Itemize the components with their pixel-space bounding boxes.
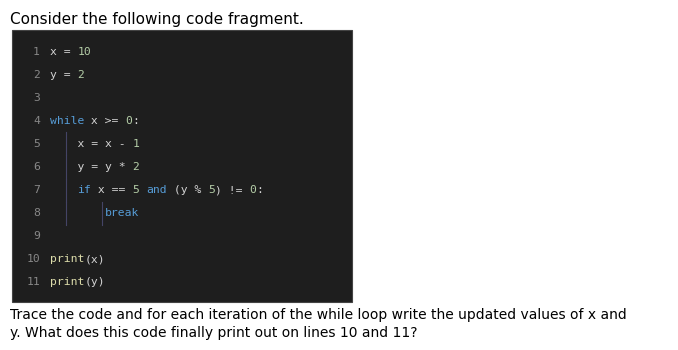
Text: y =: y = [50,70,77,80]
Text: 10: 10 [26,254,40,264]
Text: 3: 3 [33,93,40,103]
Text: 5: 5 [132,185,140,195]
Text: print: print [50,254,84,264]
Text: (y): (y) [84,278,105,287]
Text: 0: 0 [250,185,256,195]
Text: 0: 0 [125,116,132,126]
Text: if: if [77,185,92,195]
Bar [12,30,352,302]
Text: 2: 2 [77,70,84,80]
Text: 10: 10 [77,47,92,57]
Text: Consider the following code fragment.: Consider the following code fragment. [10,12,304,27]
Text: 7: 7 [33,185,40,195]
Text: (x): (x) [84,254,105,264]
Text: 5: 5 [33,139,40,149]
Text: 9: 9 [33,231,40,241]
Text: while: while [50,116,84,126]
Text: 1: 1 [33,47,40,57]
Text: :: : [132,116,140,126]
Text: 11: 11 [26,278,40,287]
Text: 2: 2 [132,162,140,172]
Text: (y %: (y % [167,185,208,195]
Text: y = y *: y = y * [50,162,132,172]
Text: x ==: x == [92,185,132,195]
Text: x = x -: x = x - [50,139,132,149]
Text: and: and [146,185,167,195]
Text: x =: x = [50,47,77,57]
Text: ) !=: ) != [215,185,250,195]
Text: 1: 1 [132,139,140,149]
Text: break: break [105,208,140,218]
Text: x >=: x >= [84,116,125,126]
Text: y. What does this code finally print out on lines 10 and 11?: y. What does this code finally print out… [10,326,418,340]
Text: 5: 5 [208,185,215,195]
Text: 2: 2 [33,70,40,80]
Text: 8: 8 [33,208,40,218]
Text: 6: 6 [33,162,40,172]
Text: print: print [50,278,84,287]
Text: Trace the code and for each iteration of the while loop write the updated values: Trace the code and for each iteration of… [10,308,626,322]
Text: :: : [256,185,263,195]
Text: 4: 4 [33,116,40,126]
